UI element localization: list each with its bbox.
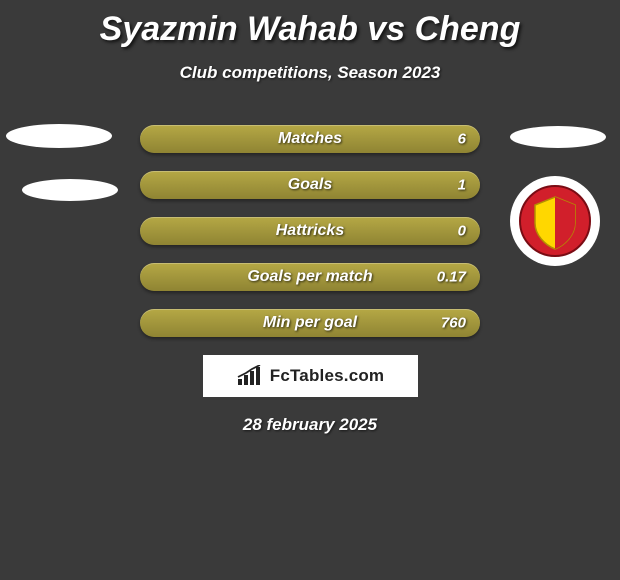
stat-value: 0 <box>458 223 466 240</box>
stat-row-matches: Matches 6 <box>140 125 480 153</box>
stat-label: Goals <box>288 176 332 194</box>
placeholder-ellipse-right-1 <box>510 126 606 148</box>
stat-label: Goals per match <box>247 268 372 286</box>
stats-container: Matches 6 Goals 1 Hattricks 0 Goals per … <box>140 125 480 337</box>
bar-chart-icon <box>236 365 264 387</box>
page-title: Syazmin Wahab vs Cheng <box>0 0 620 49</box>
shield-icon <box>519 185 591 257</box>
stat-row-hattricks: Hattricks 0 <box>140 217 480 245</box>
stat-value: 760 <box>441 315 466 332</box>
stat-label: Hattricks <box>276 222 344 240</box>
brand-text: FcTables.com <box>270 366 385 386</box>
subtitle: Club competitions, Season 2023 <box>0 63 620 83</box>
date-text: 28 february 2025 <box>0 415 620 435</box>
placeholder-ellipse-left-1 <box>6 124 112 148</box>
brand-badge[interactable]: FcTables.com <box>203 355 418 397</box>
club-crest <box>510 176 600 266</box>
stat-row-goals: Goals 1 <box>140 171 480 199</box>
stat-row-goals-per-match: Goals per match 0.17 <box>140 263 480 291</box>
stat-label: Matches <box>278 130 342 148</box>
stat-label: Min per goal <box>263 314 357 332</box>
stat-value: 6 <box>458 131 466 148</box>
stat-row-min-per-goal: Min per goal 760 <box>140 309 480 337</box>
placeholder-ellipse-left-2 <box>22 179 118 201</box>
stat-value: 0.17 <box>437 269 466 286</box>
stat-value: 1 <box>458 177 466 194</box>
